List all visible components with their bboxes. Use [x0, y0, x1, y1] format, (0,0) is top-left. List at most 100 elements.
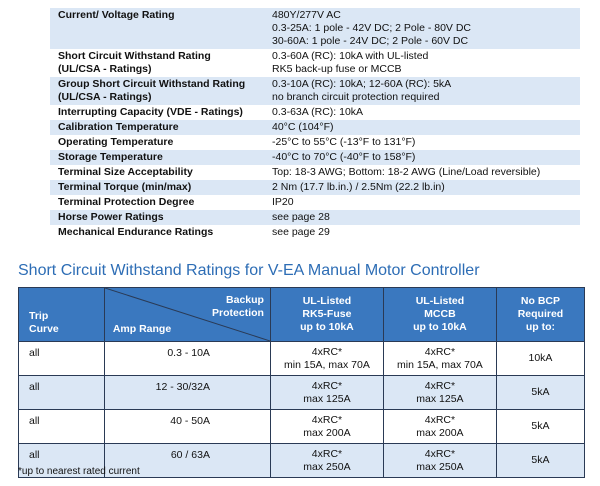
text-line: max 250A: [303, 460, 351, 473]
table-cell: 60 / 63A: [103, 443, 271, 478]
table-cell: all: [18, 341, 105, 376]
table-cell: 4xRC* min 15A, max 70A: [269, 341, 384, 376]
text-line: 4xRC*: [311, 379, 343, 392]
table-title: Short Circuit Withstand Ratings for V-EA…: [18, 262, 480, 279]
spec-label: Current/ Voltage Rating: [58, 9, 175, 21]
spec-row: Interrupting Capacity (VDE - Ratings) 0.3…: [50, 105, 580, 120]
spec-row: Mechanical Endurance Ratings see page 29: [50, 225, 580, 240]
text-line: up to 10kA: [300, 321, 354, 333]
text-line: 0.3-10A (RC): 10kA; 12-60A (RC): 5kA: [272, 78, 452, 90]
table-cell: 10kA: [495, 341, 586, 376]
spec-value: 40°C (104°F): [272, 121, 334, 133]
text-line: max 125A: [416, 392, 464, 405]
spec-label: Terminal Torque (min/max): [58, 181, 192, 193]
table-cell: 4xRC* max 125A: [382, 375, 497, 410]
spec-label: Interrupting Capacity (VDE - Ratings): [58, 106, 243, 118]
table-cell: 4xRC* max 250A: [382, 443, 497, 478]
spec-value: see page 29: [272, 226, 330, 238]
spec-label: Terminal Protection Degree: [58, 196, 195, 208]
text-line: UL-Listed: [302, 295, 352, 307]
spec-row: Terminal Size Acceptability Top: 18-3 AWG…: [50, 165, 580, 180]
text-line: Group Short Circuit Withstand Rating: [58, 78, 246, 90]
header-cell: Backup Protection Amp Range: [103, 287, 271, 342]
spec-label: Horse Power Ratings: [58, 211, 164, 223]
table-cell: 4xRC* max 125A: [269, 375, 384, 410]
text-line: max 200A: [416, 426, 464, 439]
text-line: max 125A: [303, 392, 351, 405]
header-text: Amp Range: [112, 323, 172, 335]
spec-row: Terminal Protection Degree IP20: [50, 195, 580, 210]
spec-label: Short Circuit Withstand Rating (UL/CSA - …: [50, 49, 264, 77]
header-row: Trip Curve Backup Protection Amp Range UL-Lis…: [18, 287, 586, 342]
table-cell: 4xRC* max 200A: [382, 409, 497, 444]
spec-value: -25°C to 55°C (-13°F to 131°F): [272, 136, 416, 148]
text-line: UL-Listed: [415, 295, 465, 307]
text-line: 30-60A: 1 pole - 24V DC; 2 Pole - 60V DC: [272, 35, 469, 47]
text-line: 4xRC*: [424, 379, 456, 392]
table-cell: 40 - 50A: [103, 409, 271, 444]
text-line: max 250A: [416, 460, 464, 473]
text-line: max 200A: [303, 426, 351, 439]
spec-row: Calibration Temperature 40°C (104°F): [50, 120, 580, 135]
spec-table: Current/ Voltage Rating 480Y/277V AC 0.3-2…: [50, 8, 580, 240]
text-line: MCCB: [424, 308, 456, 320]
text-line: (UL/CSA - Ratings): [58, 91, 152, 103]
table-row: all 40 - 50A 4xRC* max 200A 4xRC* max 200A 5kA: [18, 409, 586, 444]
text-line: Protection: [212, 307, 264, 319]
table-cell: 5kA: [495, 409, 586, 444]
text-line: 4xRC*: [311, 413, 343, 426]
text-line: 0.3-60A (RC): 10kA with UL-listed: [272, 50, 429, 62]
spec-label: Group Short Circuit Withstand Rating (UL/…: [50, 77, 264, 105]
text-line: 4xRC*: [311, 447, 343, 460]
header-cell: UL-Listed RK5-Fuse up to 10kA: [269, 287, 384, 342]
spec-row: Operating Temperature -25°C to 55°C (-13°…: [50, 135, 580, 150]
spec-value: 0.3-63A (RC): 10kA: [272, 106, 364, 118]
text-line: Curve: [29, 323, 59, 335]
spec-row: Short Circuit Withstand Rating (UL/CSA - …: [50, 49, 580, 77]
text-line: No BCP: [520, 295, 560, 307]
text-line: 4xRC*: [424, 413, 456, 426]
text-line: (UL/CSA - Ratings): [58, 63, 152, 75]
header-cell: UL-Listed MCCB up to 10kA: [382, 287, 497, 342]
spec-row: Storage Temperature -40°C to 70°C (-40°F …: [50, 150, 580, 165]
spec-row: Terminal Torque (min/max) 2 Nm (17.7 lb.i…: [50, 180, 580, 195]
text-line: no branch circuit protection required: [272, 91, 440, 103]
spec-value: IP20: [272, 196, 294, 208]
table-cell: all: [18, 409, 105, 444]
text-line: up to:: [525, 321, 556, 333]
spec-value: Top: 18-3 AWG; Bottom: 18-2 AWG (Line/Lo…: [272, 166, 541, 178]
ratings-table: Trip Curve Backup Protection Amp Range UL-Lis…: [18, 287, 586, 478]
text-line: 4xRC*: [424, 345, 456, 358]
spec-row: Current/ Voltage Rating 480Y/277V AC 0.3-2…: [50, 8, 580, 49]
spec-label: Terminal Size Acceptability: [58, 166, 193, 178]
text-line: RK5-Fuse: [302, 308, 352, 320]
spec-value: 2 Nm (17.7 lb.in.) / 2.5Nm (22.2 lb.in): [272, 181, 445, 193]
spec-label: Calibration Temperature: [58, 121, 179, 133]
spec-label: Operating Temperature: [58, 136, 174, 148]
footnote: *up to nearest rated current: [18, 466, 140, 477]
text-line: 0.3-25A: 1 pole - 42V DC; 2 Pole - 80V D…: [272, 22, 472, 34]
text-line: RK5 back-up fuse or MCCB: [272, 63, 402, 75]
text-line: Required: [517, 308, 564, 320]
table-cell: 4xRC* min 15A, max 70A: [382, 341, 497, 376]
text-line: 4xRC*: [311, 345, 343, 358]
text-line: Trip: [29, 310, 49, 322]
text-line: min 15A, max 70A: [284, 358, 370, 371]
table-cell: 5kA: [495, 443, 586, 478]
header-cell: No BCP Required up to:: [495, 287, 586, 342]
table-cell: 0.3 - 10A: [103, 341, 271, 376]
text-line: Short Circuit Withstand Rating: [58, 50, 211, 62]
text-line: Backup: [226, 294, 264, 306]
table-cell: 12 - 30/32A: [103, 375, 271, 410]
table-row: all 12 - 30/32A 4xRC* max 125A 4xRC* max 125A…: [18, 375, 586, 410]
text-line: up to 10kA: [413, 321, 467, 333]
spec-row: Group Short Circuit Withstand Rating (UL/…: [50, 77, 580, 105]
header-cell: Trip Curve: [18, 287, 105, 342]
table-row: all 60 / 63A 4xRC* max 250A 4xRC* max 250A 5kA: [18, 443, 586, 478]
spec-value: 0.3-10A (RC): 10kA; 12-60A (RC): 5kA no b…: [264, 77, 580, 105]
table-cell: 5kA: [495, 375, 586, 410]
spec-value: -40°C to 70°C (-40°F to 158°F): [272, 151, 416, 163]
spec-value: 0.3-60A (RC): 10kA with UL-listed RK5 bac…: [264, 49, 580, 77]
table-cell: 4xRC* max 250A: [269, 443, 384, 478]
